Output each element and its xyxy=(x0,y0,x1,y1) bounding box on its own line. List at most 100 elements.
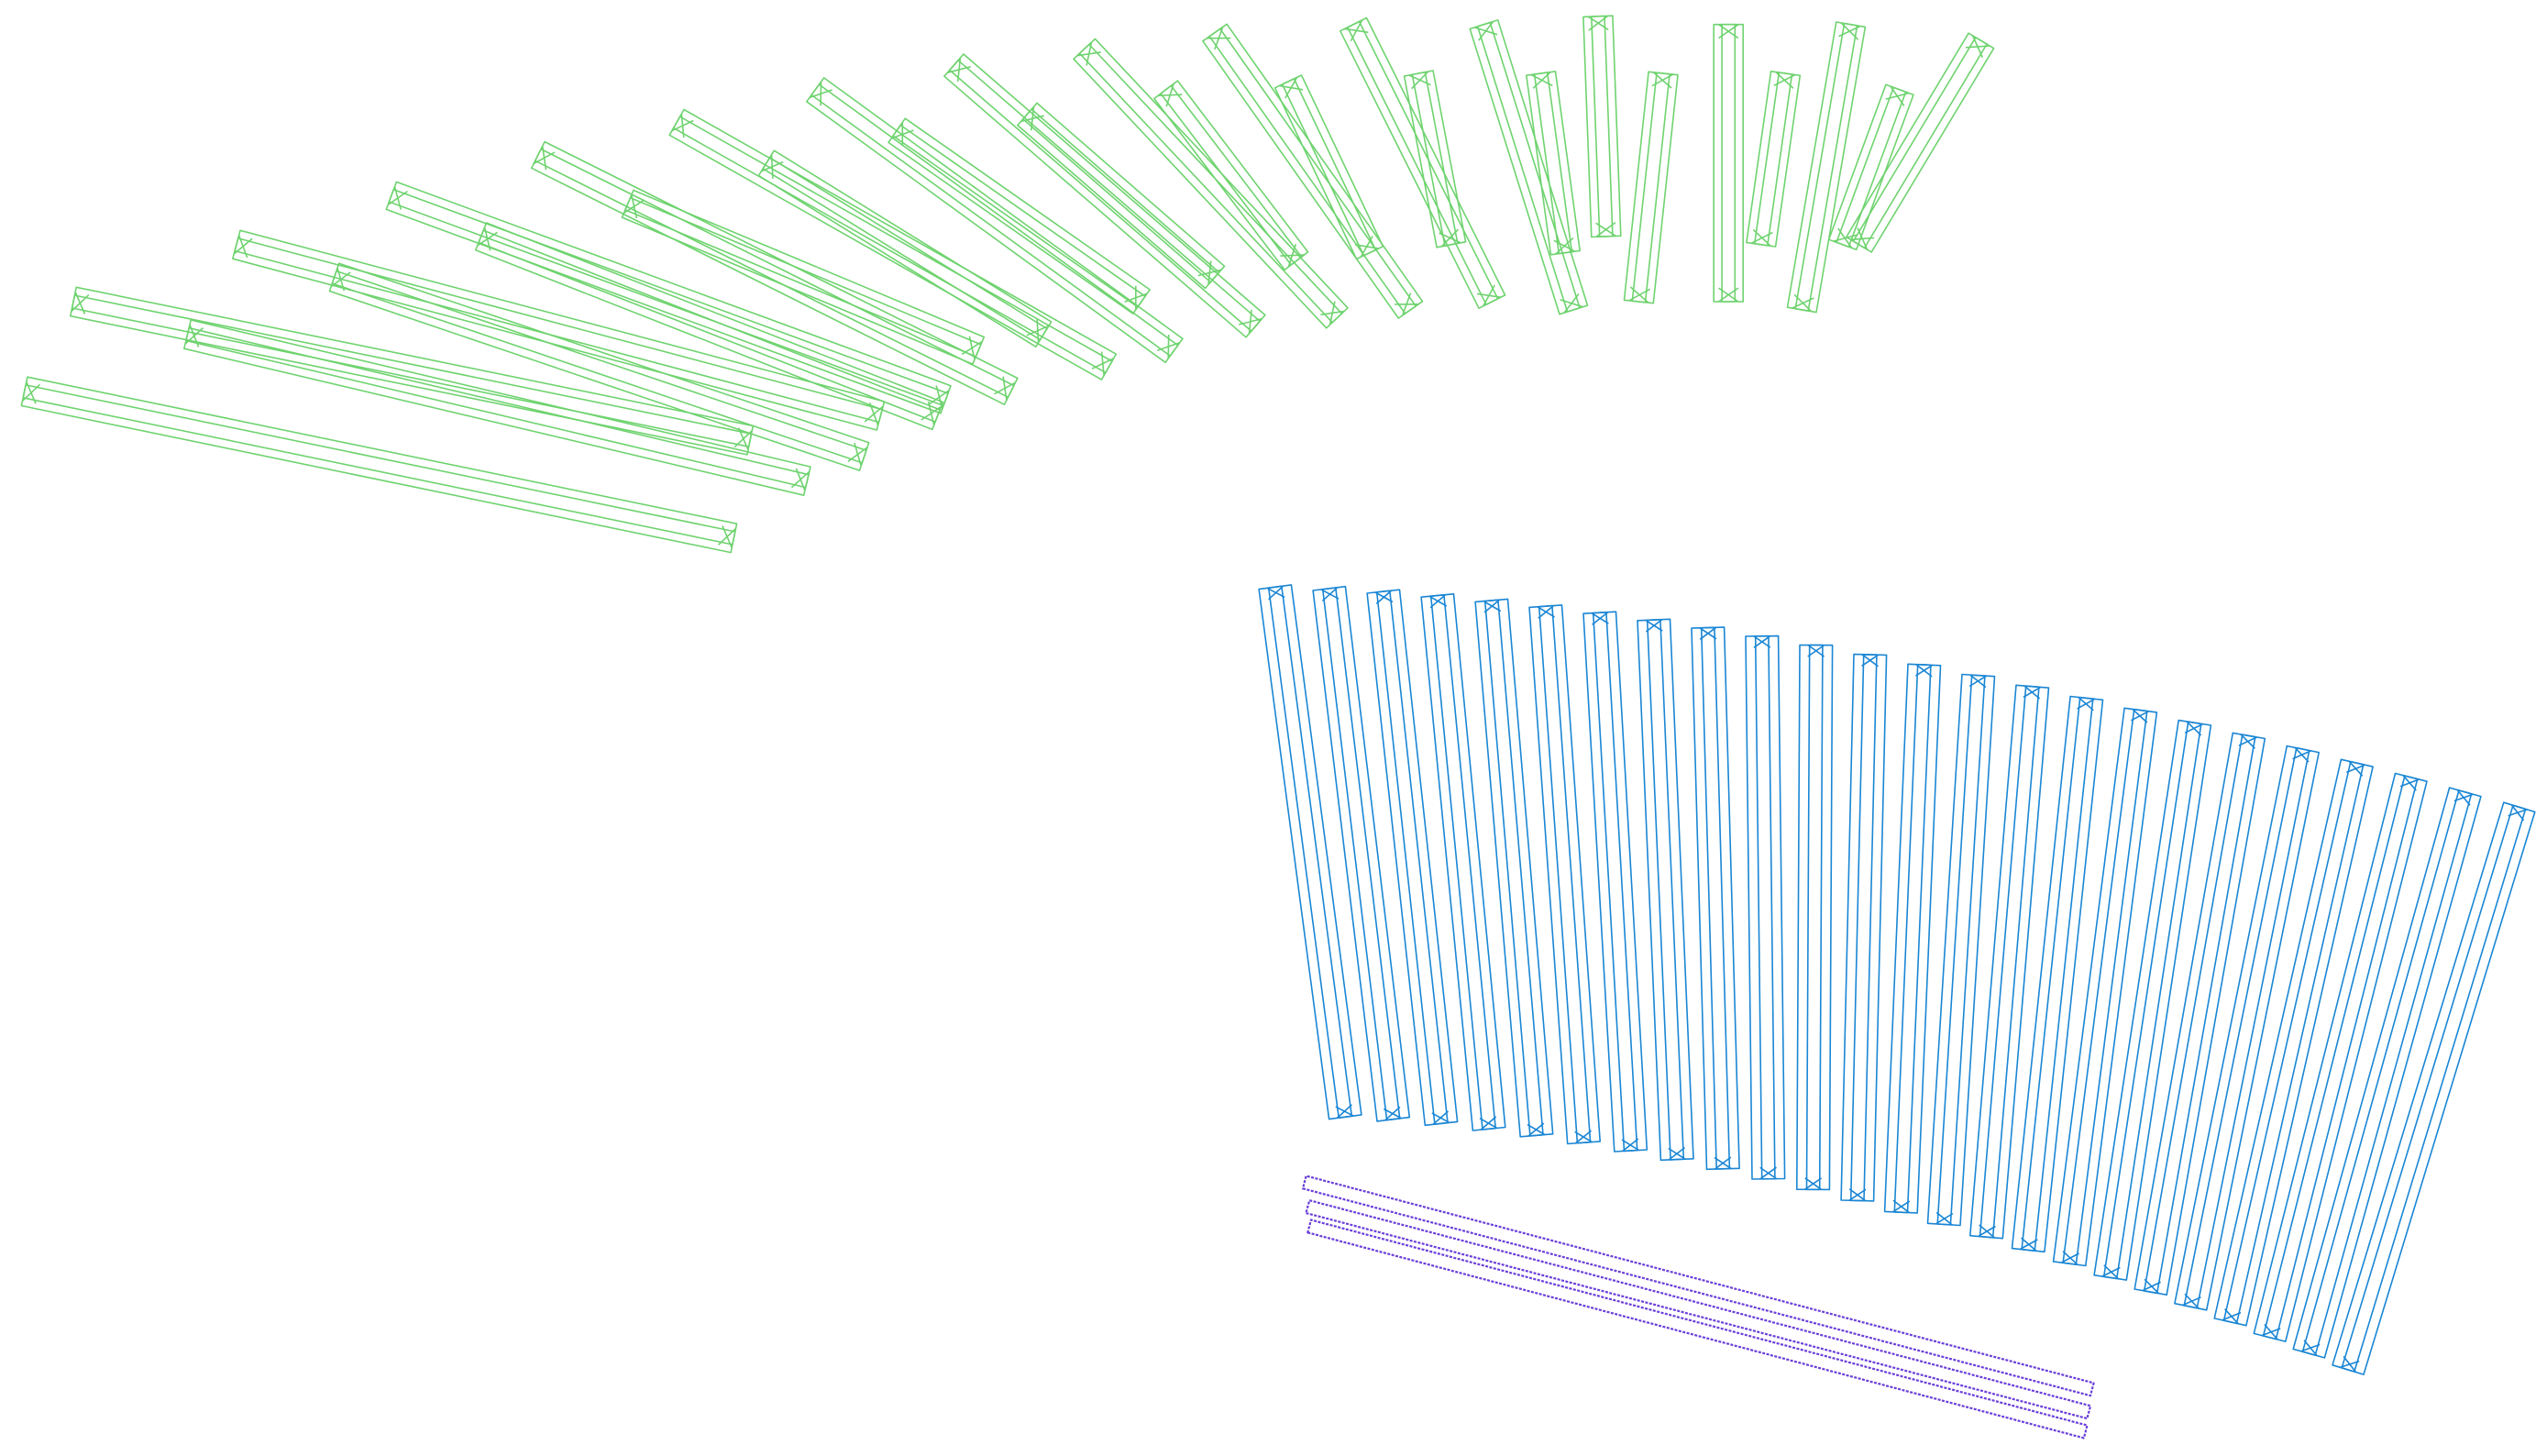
green-bar-27-inner-outline xyxy=(1755,72,1792,246)
green-bar-29-endcap xyxy=(1886,94,1909,100)
blue-bar-1 xyxy=(1259,585,1362,1120)
green-bar-28 xyxy=(1788,22,1866,313)
green-bar-16-outline xyxy=(1074,39,1348,327)
blue-bar-16-inner-outline xyxy=(2022,698,2093,1251)
blue-bar-7-outline xyxy=(1583,612,1647,1152)
purple-bar-1 xyxy=(1303,1176,2094,1396)
blue-bar-13 xyxy=(1885,664,1941,1213)
blue-bar-5-endcap xyxy=(1484,600,1500,612)
blue-bar-1-inner-outline xyxy=(1269,586,1352,1118)
green-bar-27-endcap xyxy=(1774,75,1795,86)
blue-bar-13-outline xyxy=(1885,664,1941,1213)
green-bar-22-outline xyxy=(1470,20,1587,314)
blue-bar-19 xyxy=(2134,733,2265,1295)
green-bar-16 xyxy=(1074,39,1348,327)
green-bar-26-inner-outline xyxy=(1722,25,1735,302)
blue-bar-7 xyxy=(1583,612,1647,1152)
green-bar-7-inner-outline xyxy=(479,230,940,422)
blue-bar-14 xyxy=(1928,675,1995,1226)
green-bar-29-inner-outline xyxy=(1836,87,1906,247)
blue-bar-24 xyxy=(2332,802,2535,1374)
green-bar-13-outline xyxy=(888,118,1150,314)
green-bar-26-outline xyxy=(1714,25,1743,302)
blue-bar-21-outline xyxy=(2214,759,2373,1325)
blue-bar-23-inner-outline xyxy=(2303,790,2472,1355)
green-bar-25 xyxy=(1625,72,1679,303)
blue-bar-24-inner-outline xyxy=(2342,805,2525,1372)
blue-bar-20 xyxy=(2175,746,2319,1310)
green-bar-4-endcap xyxy=(239,236,248,258)
green-bar-24-outline xyxy=(1583,16,1621,237)
blue-bar-4 xyxy=(1421,594,1505,1131)
blue-bar-21-inner-outline xyxy=(2224,762,2364,1324)
green-bar-24-inner-outline xyxy=(1592,17,1613,237)
green-bar-21-endcap xyxy=(1439,233,1461,243)
blue-bar-9 xyxy=(1692,627,1739,1169)
blue-bar-8-inner-outline xyxy=(1648,620,1684,1160)
green-bar-17-inner-outline xyxy=(1161,86,1302,265)
green-bar-27 xyxy=(1747,72,1800,247)
blue-bar-20-outline xyxy=(2175,746,2319,1310)
green-bar-2-endcap xyxy=(75,292,84,314)
blue-bar-23 xyxy=(2293,788,2481,1358)
blue-bar-15-outline xyxy=(1970,685,2049,1238)
green-bar-13-inner-outline xyxy=(893,126,1145,307)
purple-wireframe-bars xyxy=(1303,1176,2094,1439)
green-bar-28-endcap xyxy=(1839,27,1861,37)
blue-bar-5 xyxy=(1475,599,1553,1136)
green-bar-15 xyxy=(1018,103,1225,288)
blue-bar-10 xyxy=(1746,636,1785,1179)
blue-bar-9-inner-outline xyxy=(1702,627,1730,1169)
blue-bar-15 xyxy=(1970,685,2049,1238)
green-bar-8-inner-outline xyxy=(535,149,1014,398)
green-bar-1-endcap xyxy=(27,381,36,403)
purple-bar-2-outline xyxy=(1307,1200,2091,1418)
blue-bar-15-endcap xyxy=(1979,1225,1995,1238)
blue-bar-4-inner-outline xyxy=(1431,595,1496,1130)
blue-bar-1-outline xyxy=(1259,585,1362,1120)
blue-bar-8 xyxy=(1637,619,1693,1160)
blue-bar-24-outline xyxy=(2332,802,2535,1374)
green-bar-11-endcap xyxy=(772,155,774,179)
green-bar-20-inner-outline xyxy=(1348,22,1498,305)
green-bar-1 xyxy=(21,377,736,552)
green-bar-23-endcap xyxy=(1554,240,1575,251)
green-bar-5-inner-outline xyxy=(332,271,866,463)
green-bar-22-endcap xyxy=(1560,300,1583,307)
blue-bar-4-outline xyxy=(1421,594,1505,1131)
green-bar-9-endcap xyxy=(632,195,637,218)
green-bar-24 xyxy=(1583,16,1621,237)
green-bar-6-endcap xyxy=(395,186,402,209)
blue-bar-7-inner-outline xyxy=(1593,612,1637,1152)
blue-bar-2-inner-outline xyxy=(1323,588,1400,1120)
blue-bar-6-outline xyxy=(1529,605,1600,1144)
blue-bar-14-outline xyxy=(1928,675,1995,1226)
green-bar-17-endcap xyxy=(1280,255,1304,256)
blue-bar-6-endcap xyxy=(1538,606,1554,619)
blue-bar-11-inner-outline xyxy=(1807,645,1823,1190)
green-bar-30-endcap xyxy=(1966,46,1990,48)
green-bar-3 xyxy=(184,320,810,495)
blue-bar-11 xyxy=(1797,645,1833,1190)
green-wireframe-bars xyxy=(21,16,1993,552)
green-bar-25-endcap xyxy=(1652,74,1673,86)
blue-bar-22 xyxy=(2254,774,2427,1342)
blue-bar-12-outline xyxy=(1841,655,1887,1201)
green-bar-25-outline xyxy=(1625,72,1679,303)
blue-bar-6 xyxy=(1529,605,1600,1144)
blue-bar-22-outline xyxy=(2254,774,2427,1342)
green-bar-3-inner-outline xyxy=(186,328,809,488)
blue-bar-3 xyxy=(1367,590,1458,1125)
green-bar-13 xyxy=(888,118,1150,314)
blue-bar-17-inner-outline xyxy=(2063,710,2147,1264)
green-bar-26 xyxy=(1714,25,1743,302)
green-bar-30 xyxy=(1847,33,1994,252)
blue-bar-16-outline xyxy=(2012,697,2103,1252)
purple-bar-3-outline xyxy=(1307,1220,2087,1439)
blue-bar-12-inner-outline xyxy=(1851,655,1877,1201)
blue-bar-11-outline xyxy=(1797,645,1833,1190)
green-bar-5 xyxy=(330,263,869,470)
green-bar-27-outline xyxy=(1747,72,1800,247)
